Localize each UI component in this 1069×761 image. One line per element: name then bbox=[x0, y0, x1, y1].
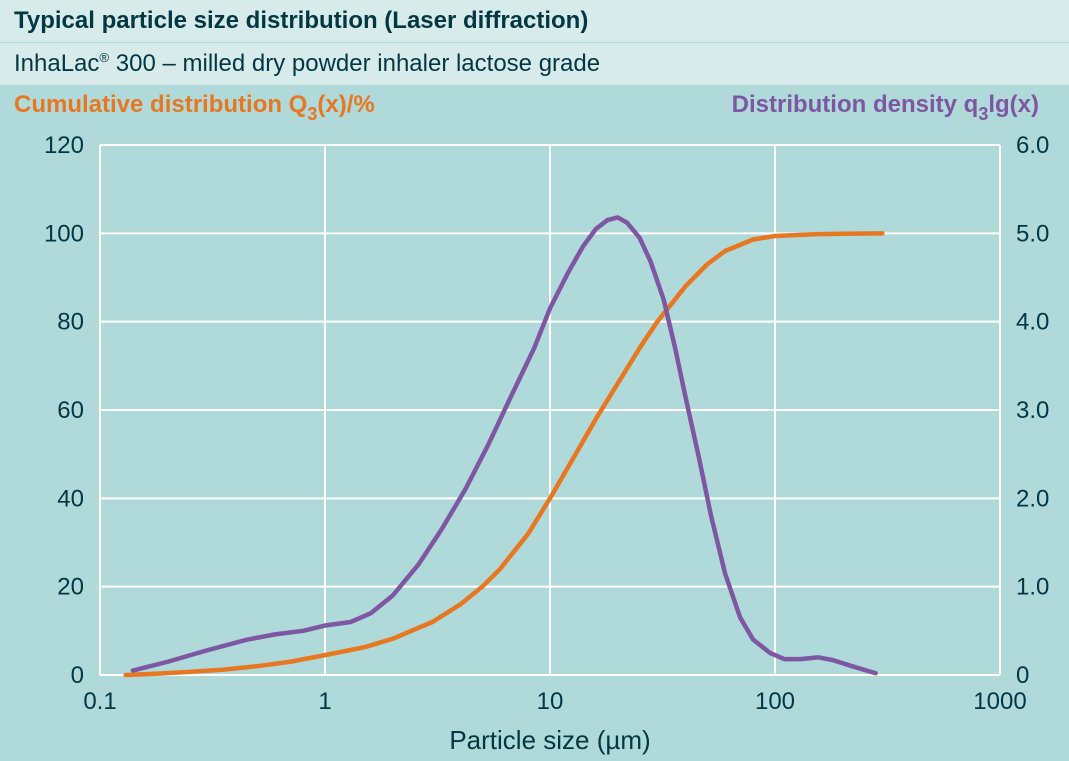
x-tick: 1 bbox=[318, 688, 331, 715]
chart-title-1: Typical particle size distribution (Lase… bbox=[0, 0, 1069, 42]
yR-tick: 2.0 bbox=[1016, 485, 1049, 512]
legend-row: Cumulative distribution Q3(x)/% Distribu… bbox=[0, 85, 1069, 125]
x-axis-label: Particle size (µm) bbox=[449, 725, 650, 755]
yL-tick: 60 bbox=[57, 397, 84, 424]
x-tick: 100 bbox=[755, 688, 795, 715]
yR-tick: 4.0 bbox=[1016, 308, 1049, 335]
yL-tick: 0 bbox=[71, 662, 84, 689]
x-tick: 0.1 bbox=[83, 688, 116, 715]
chart-title-2: InhaLac® 300 – milled dry powder inhaler… bbox=[0, 42, 1069, 85]
x-tick: 10 bbox=[537, 688, 564, 715]
x-tick: 1000 bbox=[973, 688, 1026, 715]
legend-cumulative: Cumulative distribution Q3(x)/% bbox=[14, 91, 375, 123]
chart-svg: 0.1110100100002040608010012001.02.03.04.… bbox=[0, 125, 1069, 761]
yR-tick: 6.0 bbox=[1016, 132, 1049, 159]
yR-tick: 3.0 bbox=[1016, 397, 1049, 424]
legend-density: Distribution density q3lg(x) bbox=[732, 91, 1039, 123]
yR-tick: 0 bbox=[1016, 662, 1029, 689]
yR-tick: 1.0 bbox=[1016, 573, 1049, 600]
yL-tick: 40 bbox=[57, 485, 84, 512]
yL-tick: 20 bbox=[57, 573, 84, 600]
yR-tick: 5.0 bbox=[1016, 220, 1049, 247]
chart-area: 0.1110100100002040608010012001.02.03.04.… bbox=[0, 125, 1069, 761]
yL-tick: 120 bbox=[44, 132, 84, 159]
yL-tick: 80 bbox=[57, 308, 84, 335]
yL-tick: 100 bbox=[44, 220, 84, 247]
